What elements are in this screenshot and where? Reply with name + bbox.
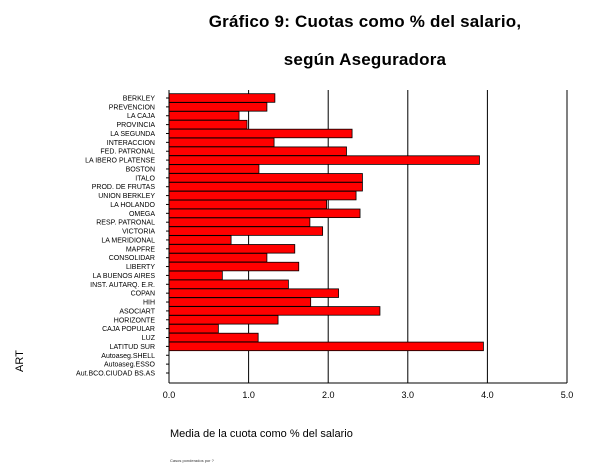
category-label: ITALO — [135, 175, 155, 182]
bar — [168, 93, 276, 103]
category-label: MAPFRE — [126, 246, 156, 253]
category-label: INTERACCION — [107, 140, 155, 147]
category-label: PREVENCION — [109, 104, 155, 111]
bar — [168, 332, 259, 343]
category-label: FED. PATRONAL — [100, 149, 155, 156]
category-label: PROVINCIA — [116, 122, 155, 129]
category-label: LA IBERO PLATENSE — [85, 158, 155, 165]
category-label: ASOCIART — [119, 308, 155, 315]
chart-title-line-1: Gráfico 9: Cuotas como % del salario, — [208, 12, 522, 31]
bar — [168, 111, 240, 121]
category-label: PROD. DE FRUTAS — [92, 184, 156, 191]
category-label: Aut.BCO.CIUDAD BS.AS — [76, 371, 155, 378]
x-tick-label: 2.0 — [322, 390, 335, 400]
category-label: CAJA POPULAR — [102, 326, 155, 333]
y-axis-label: ART — [14, 350, 26, 372]
category-label: HIH — [143, 300, 155, 307]
bar — [168, 137, 275, 148]
x-tick-label: 0.0 — [163, 390, 176, 400]
category-label: LA HOLANDO — [110, 202, 155, 209]
category-label: HORIZONTE — [114, 317, 156, 324]
x-tick-label: 5.0 — [561, 390, 574, 400]
bar — [168, 164, 260, 174]
category-label: RESP. PATRONAL — [96, 220, 155, 227]
category-label: Autoaseg.SHELL — [101, 353, 155, 360]
category-label: BERKLEY — [123, 96, 156, 103]
bar — [168, 323, 219, 334]
category-label: UNION BERKLEY — [98, 193, 155, 200]
x-axis-label: Media de la cuota como % del salario — [170, 428, 353, 440]
category-label: OMEGA — [129, 211, 155, 218]
bar — [168, 270, 223, 281]
bar — [168, 217, 311, 227]
bar — [168, 146, 347, 156]
x-tick-label: 1.0 — [242, 390, 255, 400]
bar — [168, 244, 296, 254]
bar — [168, 128, 353, 139]
bar — [168, 235, 232, 245]
bar — [168, 279, 289, 289]
bar — [168, 155, 480, 165]
bar — [168, 173, 363, 183]
bar — [168, 297, 312, 307]
x-tick-label: 4.0 — [481, 390, 494, 400]
category-label: VICTORIA — [122, 229, 155, 236]
bar — [168, 119, 248, 130]
category-label: LUZ — [142, 335, 156, 342]
bar — [168, 315, 279, 325]
bar — [168, 199, 328, 210]
bar — [168, 261, 300, 272]
category-label: LA SEGUNDA — [110, 131, 155, 138]
bar — [168, 182, 363, 192]
category-label: LA CAJA — [127, 113, 155, 120]
x-tick-label: 3.0 — [402, 390, 415, 400]
category-label: COPAN — [131, 291, 155, 298]
bar — [168, 102, 268, 112]
bar — [168, 190, 357, 201]
category-label: LATITUD SUR — [110, 344, 155, 351]
bar — [168, 208, 361, 219]
bar — [168, 306, 381, 316]
footnote: Casos ponderados por ? — [170, 458, 214, 463]
category-label: LA BUENOS AIRES — [93, 273, 156, 280]
category-label: LA MERIDIONAL — [101, 237, 155, 244]
category-label: INST. AUTARQ. E.R. — [90, 282, 155, 289]
category-label: BOSTON — [126, 166, 155, 173]
category-label: LIBERTY — [126, 264, 155, 271]
bar — [168, 341, 484, 352]
category-label: Autoaseg.ESSO — [104, 362, 156, 369]
category-label: CONSOLIDAR — [109, 255, 155, 262]
chart-title-line-2: según Aseguradora — [283, 50, 447, 69]
bar — [168, 252, 268, 263]
bar — [168, 226, 324, 236]
bar — [168, 288, 339, 298]
